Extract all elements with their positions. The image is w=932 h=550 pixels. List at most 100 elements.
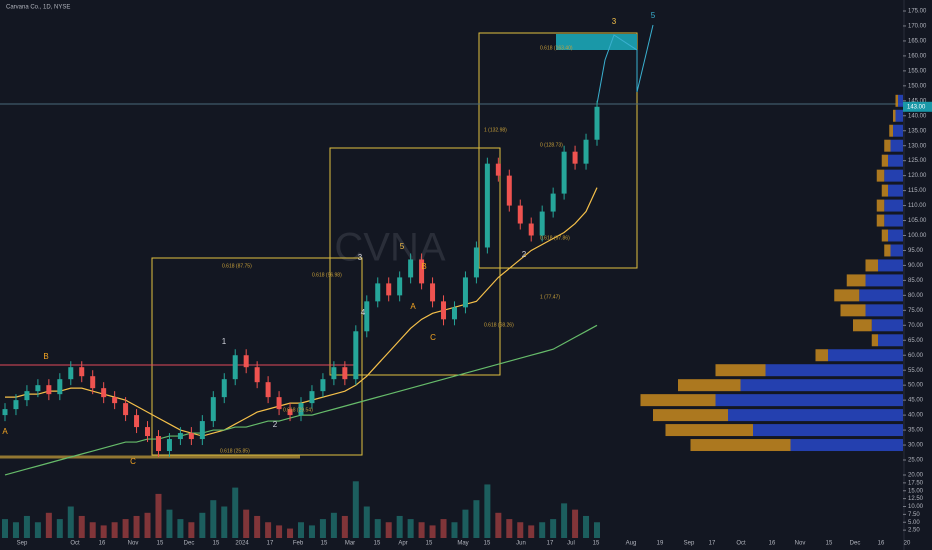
x-tick-label: Feb — [293, 541, 304, 547]
candle-body — [583, 139, 589, 164]
wave-box — [151, 257, 363, 456]
volume-bar — [144, 512, 151, 538]
chart-title: Carvana Co., 1D, NYSE — [6, 5, 70, 11]
volume-bar — [67, 506, 74, 538]
x-tick-label: Dec — [850, 541, 861, 547]
profile-up — [728, 409, 903, 422]
x-tick-label: 15 — [213, 541, 220, 547]
profile-up — [890, 139, 903, 152]
x-tick-label: Nov — [128, 541, 139, 547]
price-tag: 143.00 — [907, 104, 926, 110]
v-tick-label: 12.50 — [908, 496, 924, 502]
profile-up — [871, 319, 903, 332]
wave-box — [329, 147, 501, 376]
candle-body — [375, 283, 381, 302]
y-tick-label: 55.00 — [908, 368, 924, 374]
x-tick-label: 15 — [321, 541, 328, 547]
fib-label: 0.618 (163.40) — [540, 45, 573, 51]
candle-body — [155, 436, 161, 452]
x-tick-label: Sep — [17, 541, 28, 547]
profile-down — [690, 439, 791, 452]
y-tick-label: 145.00 — [908, 98, 927, 104]
profile-down — [889, 124, 893, 137]
profile-down — [853, 319, 872, 332]
candle-body — [572, 151, 578, 164]
x-tick-label: Jun — [516, 541, 526, 547]
y-tick-label: 110.00 — [908, 203, 927, 209]
y-tick-label: 80.00 — [908, 293, 924, 299]
y-tick-label: 25.00 — [908, 458, 924, 464]
y-tick-label: 160.00 — [908, 53, 927, 59]
profile-up — [884, 169, 903, 182]
fib-label: 0.618 (25.85) — [220, 448, 250, 454]
x-tick-label: 15 — [826, 541, 833, 547]
y-tick-label: 85.00 — [908, 278, 924, 284]
fib-label: 0.618 (29.54) — [283, 407, 313, 413]
candle-body — [24, 391, 30, 401]
volume-bar — [506, 519, 513, 538]
candle-body — [419, 259, 425, 284]
candle-body — [221, 379, 227, 398]
fib-label: 0 (128.73) — [540, 142, 563, 148]
y-tick-label: 135.00 — [908, 128, 927, 134]
x-tick-label: Aug — [626, 541, 637, 547]
fib-label: 1 (77.47) — [540, 294, 560, 300]
y-tick-label: 170.00 — [908, 24, 927, 30]
volume-bar — [243, 509, 250, 538]
wave-box — [478, 32, 638, 269]
volume-bar — [78, 515, 85, 538]
volume-bar — [177, 519, 184, 538]
wave-label: 1 — [222, 337, 227, 346]
candle-body — [594, 106, 600, 140]
candle-body — [232, 355, 238, 380]
profile-down — [876, 199, 885, 212]
volume-bar — [34, 522, 41, 538]
x-tick-label: 15 — [157, 541, 164, 547]
candle-body — [145, 427, 151, 437]
profile-down — [653, 409, 728, 422]
volume-bar — [12, 522, 19, 538]
y-tick-label: 100.00 — [908, 233, 927, 239]
v-tick-label: 15.00 — [908, 488, 924, 494]
fib-label: 1 (132.98) — [484, 127, 507, 133]
candle-body — [473, 247, 479, 278]
wave-label: 2 — [273, 420, 278, 429]
candle-body — [298, 403, 304, 416]
candle-body — [166, 439, 172, 452]
volume-bar — [330, 512, 337, 538]
candle-body — [243, 355, 249, 368]
candle-body — [364, 301, 370, 332]
profile-up — [828, 349, 903, 362]
candle-body — [90, 376, 96, 389]
profile-down — [881, 154, 888, 167]
profile-up — [715, 394, 903, 407]
profile-up — [765, 364, 903, 377]
y-tick-label: 40.00 — [908, 413, 924, 419]
volume-bar — [528, 525, 535, 538]
volume-bar — [341, 515, 348, 538]
volume-bar — [561, 503, 568, 538]
profile-down — [834, 289, 860, 302]
volume-bar — [221, 506, 228, 538]
x-tick-label: Jul — [567, 541, 575, 547]
x-tick-label: 15 — [374, 541, 381, 547]
volume-bar — [319, 519, 326, 538]
candle-body — [408, 259, 414, 278]
candle-body — [331, 367, 337, 380]
volume-bar — [265, 522, 272, 538]
profile-down — [665, 424, 753, 437]
x-tick-label: 16 — [878, 541, 885, 547]
profile-up — [884, 199, 903, 212]
candle-body — [561, 151, 567, 194]
fib-label: 0.618 (96.98) — [312, 272, 342, 278]
profile-up — [753, 424, 903, 437]
volume-bar — [517, 522, 524, 538]
x-tick-label: 15 — [426, 541, 433, 547]
volume-bar — [594, 522, 600, 538]
volume-bar — [374, 519, 381, 538]
y-tick-label: 30.00 — [908, 443, 924, 449]
volume-bar — [429, 525, 436, 538]
y-tick-label: 65.00 — [908, 338, 924, 344]
wave-label: A — [410, 302, 416, 311]
volume-bar — [352, 481, 359, 538]
